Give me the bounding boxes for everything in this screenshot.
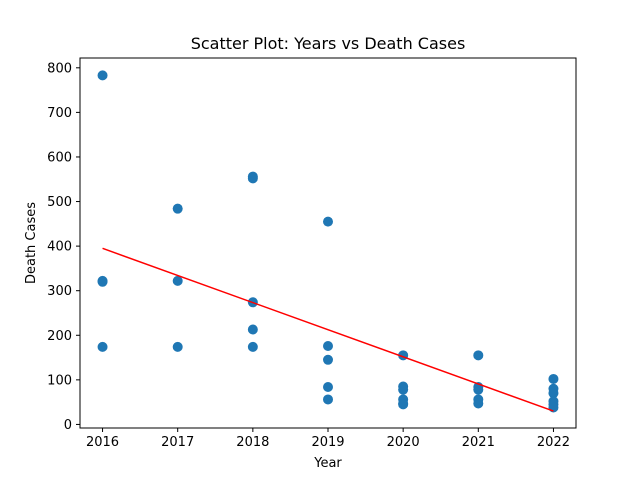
- data-point: [398, 399, 409, 410]
- data-point: [97, 276, 108, 287]
- y-tick-label: 600: [47, 150, 72, 165]
- y-tick-label: 300: [47, 284, 72, 299]
- x-tick-label: 2019: [311, 435, 344, 450]
- data-point: [398, 384, 409, 395]
- y-tick-label: 0: [64, 418, 72, 433]
- data-point: [473, 350, 484, 361]
- trend-line: [102, 247, 554, 412]
- x-tick-label: 2021: [462, 435, 495, 450]
- x-tick-label: 2017: [161, 435, 194, 450]
- data-point: [473, 398, 484, 409]
- data-point: [97, 341, 108, 352]
- data-point: [548, 373, 559, 384]
- data-point: [97, 70, 108, 81]
- data-point: [323, 394, 333, 405]
- y-axis-label: Death Cases: [24, 202, 39, 284]
- y-tick-label: 100: [47, 373, 72, 388]
- y-tick-label: 500: [47, 195, 72, 210]
- data-point: [473, 384, 484, 395]
- y-tick-label: 700: [47, 106, 72, 121]
- x-tick-label: 2018: [236, 435, 269, 450]
- plot-frame: [79, 57, 577, 429]
- data-point: [323, 340, 333, 351]
- x-axis-label: Year: [313, 456, 342, 471]
- x-tick-label: 2020: [387, 435, 420, 450]
- y-tick-label: 800: [47, 61, 72, 76]
- data-point: [323, 216, 333, 227]
- data-point: [323, 381, 333, 392]
- data-point: [172, 341, 183, 352]
- x-tick-label: 2022: [537, 435, 570, 450]
- data-point: [323, 354, 333, 365]
- data-point: [172, 203, 183, 214]
- data-point: [247, 324, 258, 335]
- data-point: [172, 275, 183, 286]
- y-tick-label: 400: [47, 240, 72, 255]
- data-point: [548, 388, 559, 399]
- y-tick-label: 200: [47, 329, 72, 344]
- data-point: [247, 173, 258, 184]
- chart-title: Scatter Plot: Years vs Death Cases: [191, 34, 466, 53]
- data-point: [247, 341, 258, 352]
- x-tick-label: 2016: [86, 435, 119, 450]
